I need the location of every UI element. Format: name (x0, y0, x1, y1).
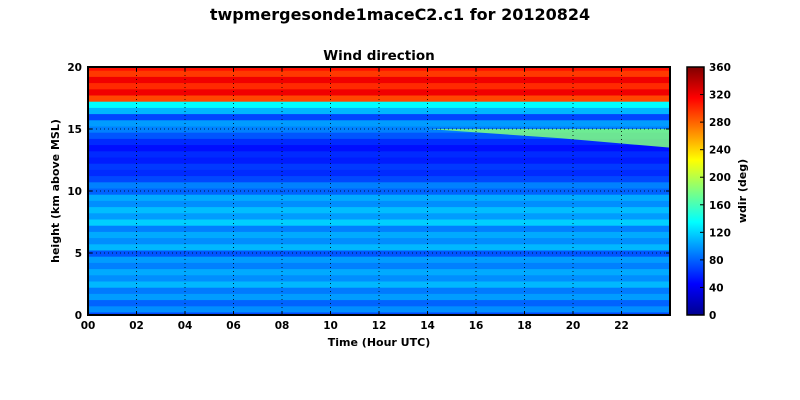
heatmap-band (88, 249, 670, 257)
colorbar-tick-label: 200 (709, 172, 731, 184)
colorbar-tick-label: 80 (709, 255, 724, 267)
y-tick-label: 20 (67, 62, 82, 74)
x-axis: 00 02 04 06 08 10 12 14 16 18 20 22 (81, 67, 629, 332)
colorbar-tick-label: 0 (709, 310, 716, 322)
x-tick-label: 10 (323, 320, 338, 332)
heatmap-band (88, 175, 670, 183)
heatmap-band (88, 150, 670, 158)
y-tick-label: 10 (67, 186, 82, 198)
colorbar-tick-label: 360 (709, 62, 731, 74)
grid-lines (88, 67, 670, 315)
colorbar (686, 66, 705, 316)
y-tick-label: 0 (75, 310, 82, 322)
x-tick-label: 06 (226, 320, 241, 332)
heatmap-band (88, 274, 670, 282)
x-tick-label: 12 (372, 320, 387, 332)
heatmap-band (88, 163, 670, 170)
heatmap-band (88, 206, 670, 214)
heatmap-band (88, 225, 670, 232)
x-tick-label: 14 (420, 320, 435, 332)
heatmap-band (88, 293, 670, 301)
y-axis-label: height (km above MSL) (49, 119, 62, 263)
x-tick-label: 18 (517, 320, 532, 332)
heatmap-band (88, 88, 670, 96)
colorbar-tick-label: 280 (709, 117, 731, 129)
heatmap-band (88, 70, 670, 77)
heatmap-band (88, 262, 670, 270)
heatmap-band (88, 181, 670, 189)
heatmap-band (88, 237, 670, 245)
heatmap-band (88, 107, 670, 115)
colorbar-tick-label: 40 (709, 282, 724, 294)
x-axis-label: Time (Hour UTC) (328, 336, 430, 349)
x-tick-label: 22 (614, 320, 629, 332)
heatmap-band (88, 138, 670, 146)
x-tick-label: 08 (275, 320, 290, 332)
heatmap-band (88, 231, 670, 239)
y-axis: 0 5 10 15 20 (67, 62, 670, 322)
y-tick-label: 5 (75, 248, 82, 260)
heatmap-band (88, 169, 670, 177)
heatmap-band (88, 280, 670, 288)
colorbar-tick-label: 160 (709, 200, 731, 212)
x-tick-label: 16 (469, 320, 484, 332)
heatmap-band (88, 299, 670, 307)
heatmap-band (88, 305, 670, 313)
x-tick-label: 20 (566, 320, 581, 332)
heatmap-band (88, 287, 670, 294)
x-tick-label: 02 (129, 320, 144, 332)
heatmap-band (88, 218, 670, 226)
y-tick-label: 15 (67, 124, 82, 136)
colorbar-tick-label: 320 (709, 90, 731, 102)
x-tick-label: 00 (81, 320, 96, 332)
heatmap-band (88, 156, 670, 164)
colorbar-tick-label: 240 (709, 145, 731, 157)
heatmap-band (88, 125, 670, 133)
heatmap-band (88, 194, 670, 201)
heatmap-feature (427, 129, 670, 148)
heatmap-band (88, 113, 670, 121)
heatmap-band (88, 82, 670, 90)
heatmap-band (88, 101, 670, 108)
chart-title: Wind direction (323, 48, 435, 64)
colorbar-tick-label: 120 (709, 227, 731, 239)
colorbar-axis: 0 40 80 120 160 200 240 280 320 360 (700, 62, 731, 322)
x-tick-label: 04 (178, 320, 193, 332)
colorbar-label: wdir (deg) (736, 159, 749, 223)
figure-suptitle: twpmergesonde1maceC2.c1 for 20120824 (210, 5, 590, 24)
heatmap-band (88, 212, 670, 220)
heatmap-band (88, 94, 670, 102)
